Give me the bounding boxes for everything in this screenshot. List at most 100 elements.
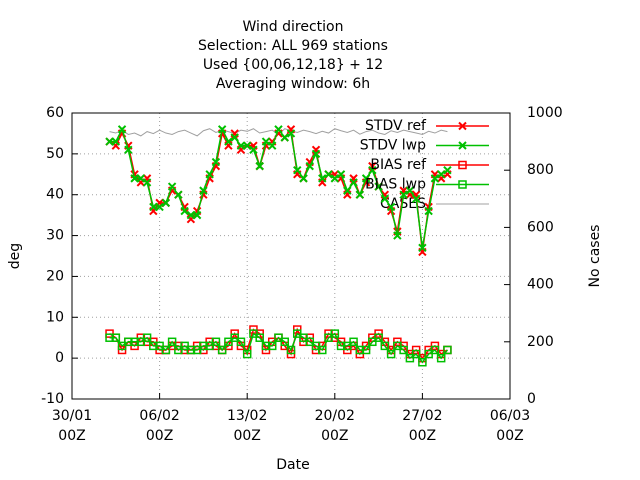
data-point: [443, 165, 452, 175]
legend-label: STDV lwp: [360, 138, 426, 154]
data-point: [111, 333, 121, 342]
x-axis-label: Date: [276, 457, 309, 473]
data-point: [399, 190, 408, 199]
data-point: [224, 137, 233, 146]
data-point: [424, 206, 433, 216]
data-point: [261, 137, 271, 146]
data-point: [405, 186, 415, 195]
data-point: [330, 174, 340, 183]
x-tick-label: 27/02 00Z: [402, 408, 443, 444]
data-point: [355, 190, 365, 199]
data-point: [130, 174, 139, 183]
legend-label: STDV ref: [365, 118, 427, 134]
data-point: [418, 243, 427, 253]
data-point: [199, 186, 208, 195]
data-point: [411, 349, 421, 359]
data-point: [436, 170, 446, 179]
data-point: [205, 170, 214, 179]
data-point: [374, 182, 383, 191]
data-point: [255, 161, 264, 171]
data-point: [167, 337, 177, 347]
data-point: [236, 141, 246, 150]
data-point: [255, 333, 264, 342]
data-point: [211, 337, 221, 347]
data-point: [242, 349, 252, 359]
data-point: [399, 345, 408, 355]
y-tick-label: 20: [46, 268, 64, 284]
data-point: [167, 182, 177, 191]
data-point: [393, 231, 402, 240]
y2-tick-label: 800: [527, 162, 554, 178]
data-point: [155, 202, 164, 212]
data-point: [311, 149, 321, 159]
x-tick-label: 06/03 00Z: [489, 408, 531, 444]
data-point: [386, 202, 396, 212]
data-point: [418, 357, 427, 367]
legend-marker: [458, 141, 467, 150]
y2-tick-label: 1000: [527, 105, 563, 121]
data-point: [192, 210, 202, 220]
y-axis-label: deg: [7, 243, 23, 269]
legend-label: BIAS ref: [370, 157, 427, 173]
data-point: [324, 170, 333, 179]
x-tick-label: 20/02 00Z: [314, 408, 355, 444]
data-point: [343, 186, 352, 195]
plot-frame: [71, 112, 511, 400]
data-point: [330, 329, 340, 338]
data-point: [411, 194, 421, 204]
data-point: [443, 345, 452, 355]
data-point: [186, 210, 196, 220]
y2-tick-label: 400: [527, 277, 554, 293]
legend-marker: [458, 180, 467, 189]
data-point: [318, 345, 327, 355]
data-point: [217, 125, 227, 134]
chart-title: Wind direction: [243, 19, 344, 35]
data-point: [380, 341, 390, 351]
data-point: [149, 202, 158, 212]
data-point: [436, 353, 446, 363]
data-point: [217, 345, 227, 355]
chart-title: Used {00,06,12,18} + 12: [203, 57, 383, 73]
x-tick-label: 06/02 00Z: [139, 408, 180, 444]
data-point: [161, 345, 171, 355]
legend-marker: [458, 160, 467, 170]
data-point: [124, 145, 133, 154]
data-point: [230, 133, 239, 142]
x-tick-label: 30/01 00Z: [51, 408, 93, 444]
x-tick-label: 13/02 00Z: [227, 408, 268, 444]
y-tick-label: 40: [46, 187, 64, 203]
data-point: [361, 345, 371, 355]
data-point: [249, 145, 258, 154]
data-point: [386, 349, 396, 359]
data-point: [236, 337, 246, 347]
data-point: [374, 333, 383, 342]
data-point: [117, 125, 127, 134]
y2-axis-label: No cases: [587, 225, 603, 288]
data-point: [305, 161, 314, 171]
data-point: [293, 165, 302, 175]
data-point: [136, 174, 146, 183]
data-point: [267, 341, 277, 351]
data-point: [361, 174, 371, 183]
data-point: [142, 178, 152, 187]
data-point: [161, 198, 171, 208]
y-tick-label: -10: [41, 391, 64, 407]
data-point: [368, 165, 377, 175]
y-tick-label: 0: [55, 350, 64, 366]
data-point: [142, 333, 152, 342]
data-point: [286, 129, 296, 138]
data-point: [280, 337, 289, 347]
legend-marker: [458, 121, 467, 131]
data-point: [111, 137, 121, 146]
data-point: [274, 125, 283, 134]
data-point: [280, 133, 289, 142]
data-point: [211, 157, 221, 167]
y-tick-label: 30: [46, 228, 64, 244]
data-point: [349, 178, 358, 187]
data-point: [380, 194, 390, 204]
chart-title: Selection: ALL 969 stations: [198, 38, 388, 54]
data-point: [242, 141, 252, 150]
data-point: [336, 170, 346, 179]
